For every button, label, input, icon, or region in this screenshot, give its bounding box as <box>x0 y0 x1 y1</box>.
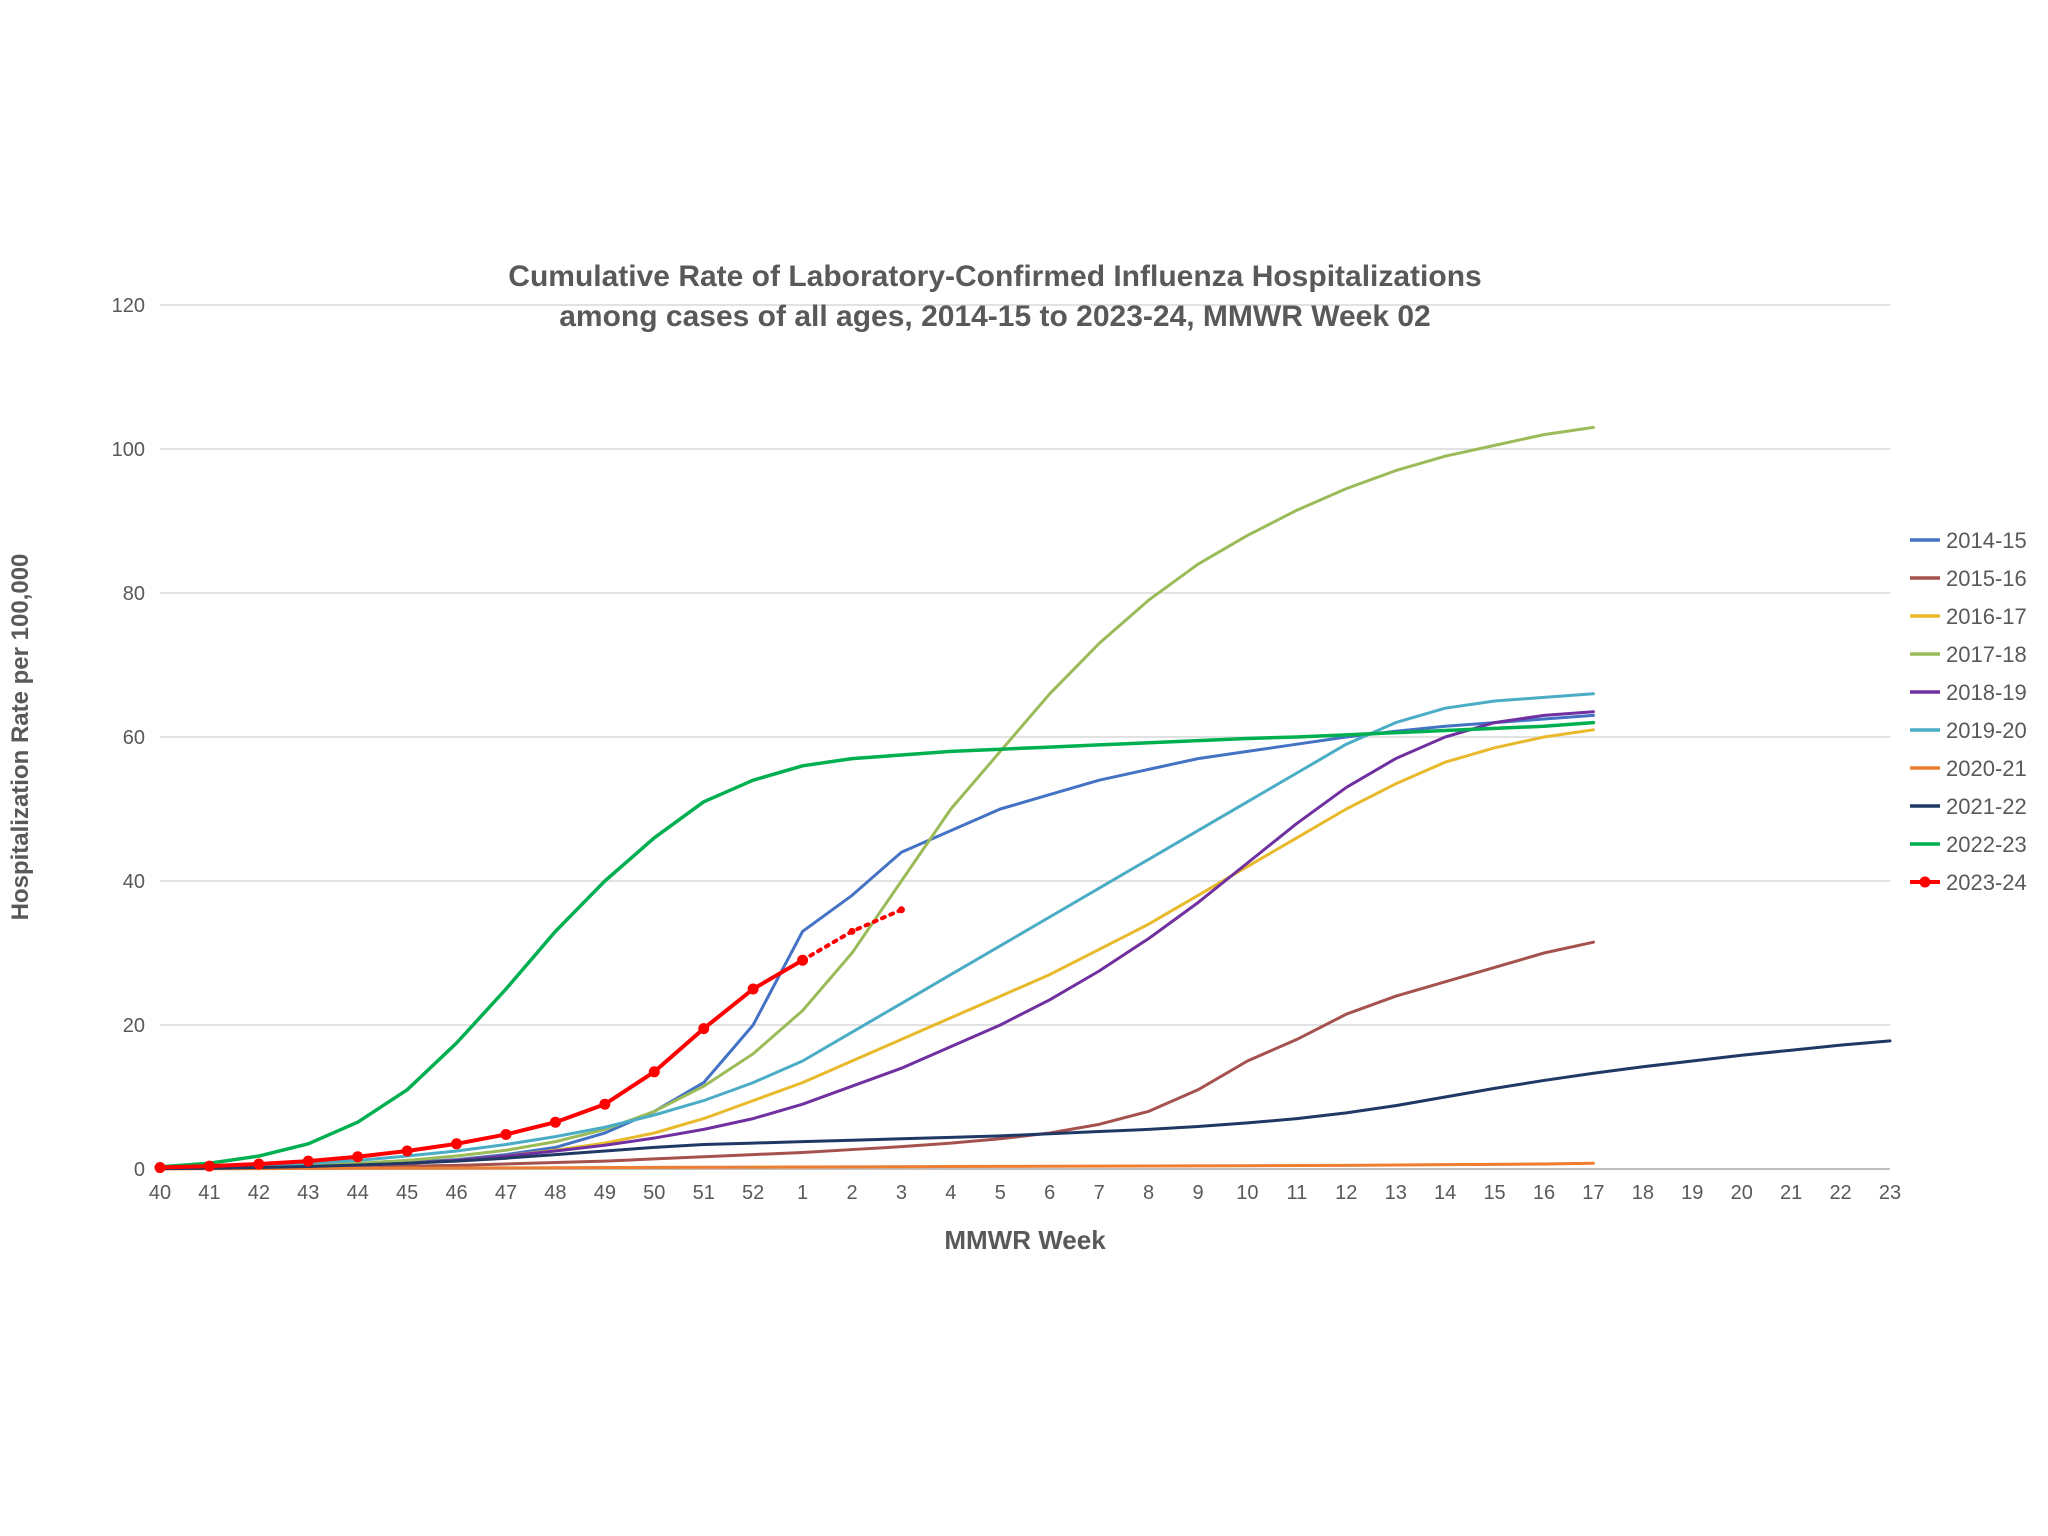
svg-text:41: 41 <box>198 1182 220 1204</box>
svg-text:16: 16 <box>1533 1182 1555 1204</box>
svg-text:18: 18 <box>1632 1182 1654 1204</box>
svg-text:23: 23 <box>1879 1182 1901 1204</box>
svg-text:2015-16: 2015-16 <box>1946 566 2027 591</box>
svg-text:46: 46 <box>445 1182 467 1204</box>
svg-text:0: 0 <box>134 1159 145 1181</box>
svg-text:43: 43 <box>297 1182 319 1204</box>
svg-text:44: 44 <box>347 1182 369 1204</box>
svg-text:45: 45 <box>396 1182 418 1204</box>
svg-text:3: 3 <box>896 1182 907 1204</box>
svg-text:2023-24: 2023-24 <box>1946 870 2027 895</box>
svg-text:Hospitalization Rate per 100,0: Hospitalization Rate per 100,000 <box>7 554 34 921</box>
svg-text:17: 17 <box>1582 1182 1604 1204</box>
svg-text:100: 100 <box>112 439 145 461</box>
svg-text:2021-22: 2021-22 <box>1946 794 2027 819</box>
svg-text:6: 6 <box>1044 1182 1055 1204</box>
chart-container: 0204060801001204041424344454647484950515… <box>0 0 2048 1536</box>
svg-text:42: 42 <box>248 1182 270 1204</box>
svg-text:60: 60 <box>123 727 145 749</box>
svg-text:1: 1 <box>797 1182 808 1204</box>
svg-text:80: 80 <box>123 583 145 605</box>
svg-text:48: 48 <box>544 1182 566 1204</box>
svg-text:14: 14 <box>1434 1182 1456 1204</box>
svg-text:7: 7 <box>1094 1182 1105 1204</box>
svg-text:51: 51 <box>693 1182 715 1204</box>
svg-text:20: 20 <box>1731 1182 1753 1204</box>
svg-text:21: 21 <box>1780 1182 1802 1204</box>
svg-text:11: 11 <box>1286 1182 1307 1204</box>
svg-text:2: 2 <box>846 1182 857 1204</box>
svg-text:2022-23: 2022-23 <box>1946 832 2027 857</box>
svg-text:12: 12 <box>1335 1182 1357 1204</box>
svg-text:2019-20: 2019-20 <box>1946 718 2027 743</box>
svg-text:2020-21: 2020-21 <box>1946 756 2027 781</box>
svg-text:9: 9 <box>1192 1182 1203 1204</box>
svg-text:19: 19 <box>1681 1182 1703 1204</box>
svg-text:50: 50 <box>643 1182 665 1204</box>
svg-text:13: 13 <box>1385 1182 1407 1204</box>
svg-text:2018-19: 2018-19 <box>1946 680 2027 705</box>
svg-text:120: 120 <box>112 295 145 317</box>
svg-text:2016-17: 2016-17 <box>1946 604 2027 629</box>
svg-text:MMWR Week: MMWR Week <box>944 1225 1106 1255</box>
svg-text:52: 52 <box>742 1182 764 1204</box>
svg-text:Cumulative Rate of Laboratory-: Cumulative Rate of Laboratory-Confirmed … <box>508 260 1481 293</box>
line-chart-svg: 0204060801001204041424344454647484950515… <box>0 0 2048 1536</box>
svg-text:20: 20 <box>123 1015 145 1037</box>
svg-text:8: 8 <box>1143 1182 1154 1204</box>
svg-text:40: 40 <box>149 1182 171 1204</box>
svg-text:5: 5 <box>995 1182 1006 1204</box>
svg-text:among cases of all ages, 2014-: among cases of all ages, 2014-15 to 2023… <box>559 300 1431 333</box>
svg-text:10: 10 <box>1236 1182 1258 1204</box>
svg-text:22: 22 <box>1829 1182 1851 1204</box>
svg-text:47: 47 <box>495 1182 517 1204</box>
svg-text:15: 15 <box>1483 1182 1505 1204</box>
svg-text:2017-18: 2017-18 <box>1946 642 2027 667</box>
svg-text:4: 4 <box>945 1182 956 1204</box>
svg-text:49: 49 <box>594 1182 616 1204</box>
svg-text:2014-15: 2014-15 <box>1946 528 2027 553</box>
svg-text:40: 40 <box>123 871 145 893</box>
